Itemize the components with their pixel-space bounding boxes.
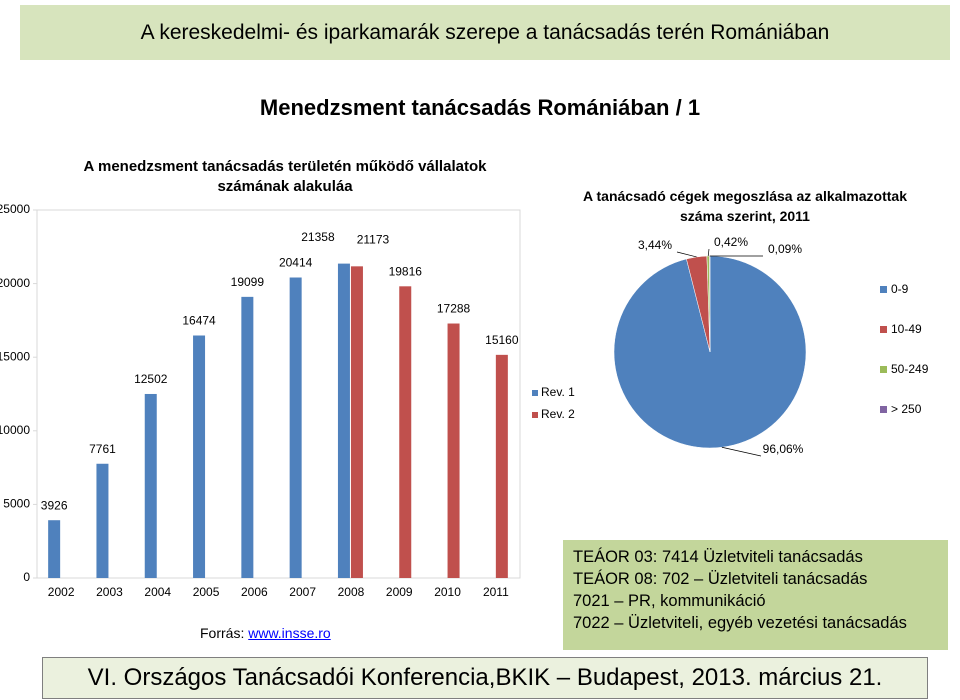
source-label: Forrás:: [200, 625, 245, 641]
footer: VI. Országos Tanácsadói Konferencia,BKIK…: [42, 657, 928, 699]
note: TEÁOR 08: 702 – Üzletviteli tanácsadás: [573, 570, 868, 588]
x-tick-label: 2010: [434, 585, 461, 599]
y-tick-label: 25000: [0, 202, 30, 216]
note: 7022 – Üzletviteli, egyéb vezetési tanác…: [573, 614, 907, 632]
y-tick-label: 0: [23, 570, 30, 584]
legend-swatch: [880, 406, 887, 413]
data-label: 19816: [389, 264, 423, 278]
legend-label: Rev. 1: [541, 385, 575, 399]
source-link[interactable]: www.insse.ro: [248, 625, 331, 641]
data-label: 3926: [41, 498, 68, 512]
x-tick-label: 2006: [241, 585, 268, 599]
source: Forrás: www.insse.ro: [200, 625, 331, 641]
legend-swatch: [880, 286, 887, 293]
legend-label: Rev. 2: [541, 407, 575, 421]
data-label: 3,44%: [638, 238, 672, 252]
bar: [96, 463, 109, 578]
note: 7021 – PR, kommunikáció: [573, 592, 766, 610]
x-tick-label: 2011: [483, 585, 509, 599]
leader-line: [707, 248, 710, 257]
bar: [289, 277, 302, 578]
y-tick-label: 5000: [3, 497, 30, 511]
x-tick-label: 2003: [96, 585, 123, 599]
legend-swatch: [532, 390, 538, 396]
slide-title: Menedzsment tanácsadás Romániában / 1: [259, 95, 701, 120]
bar: [495, 354, 508, 578]
x-tick-label: 2007: [289, 585, 316, 599]
y-tick-label: 15000: [0, 349, 30, 363]
y-tick-label: 20000: [0, 276, 30, 290]
bar: [193, 335, 206, 578]
legend-label: 0-9: [891, 282, 909, 296]
x-tick-label: 2009: [386, 585, 413, 599]
data-label: 19099: [231, 275, 265, 289]
data-label: 16474: [182, 314, 216, 328]
data-label: 15160: [485, 333, 519, 347]
notes: TEÁOR 03: 7414 Üzletviteli tanácsadás TE…: [563, 540, 948, 650]
leader-line: [721, 446, 762, 457]
bar: [399, 286, 412, 578]
leader-line: [676, 251, 697, 258]
header: A kereskedelmi- és iparkamarák szerepe a…: [20, 5, 950, 60]
y-tick-label: 10000: [0, 423, 30, 437]
data-label: 12502: [134, 372, 168, 386]
bar: [447, 323, 460, 578]
legend-label: 50-249: [891, 362, 929, 376]
data-label: 21173: [357, 233, 390, 247]
legend-swatch: [880, 326, 887, 333]
data-label: 0,09%: [768, 242, 802, 256]
data-label: 21358: [301, 230, 335, 244]
data-label: 7761: [89, 442, 116, 456]
chart-title: A menedzsment tanácsadás területén működ…: [83, 158, 487, 195]
data-label: 96,06%: [763, 442, 804, 456]
note: TEÁOR 03: 7414 Üzletviteli tanácsadás: [573, 548, 863, 566]
data-label: 17288: [437, 302, 471, 316]
bar: [337, 263, 350, 578]
data-label: 20414: [279, 256, 313, 270]
legend-swatch: [880, 366, 887, 373]
x-tick-label: 2008: [338, 585, 365, 599]
data-label: 0,42%: [714, 235, 748, 249]
plot-frame: [36, 209, 521, 579]
bar: [144, 393, 157, 578]
legend-label: 10-49: [891, 322, 922, 336]
bar: [48, 520, 61, 578]
legend-label: > 250: [891, 402, 922, 416]
legend-swatch: [532, 412, 538, 418]
x-tick-label: 2004: [144, 585, 171, 599]
bar: [241, 296, 254, 578]
x-tick-label: 2005: [193, 585, 220, 599]
x-tick-label: 2002: [48, 585, 75, 599]
bar: [350, 266, 363, 578]
chart-title: A tanácsadó cégek megoszlása az alkalmaz…: [583, 188, 907, 224]
